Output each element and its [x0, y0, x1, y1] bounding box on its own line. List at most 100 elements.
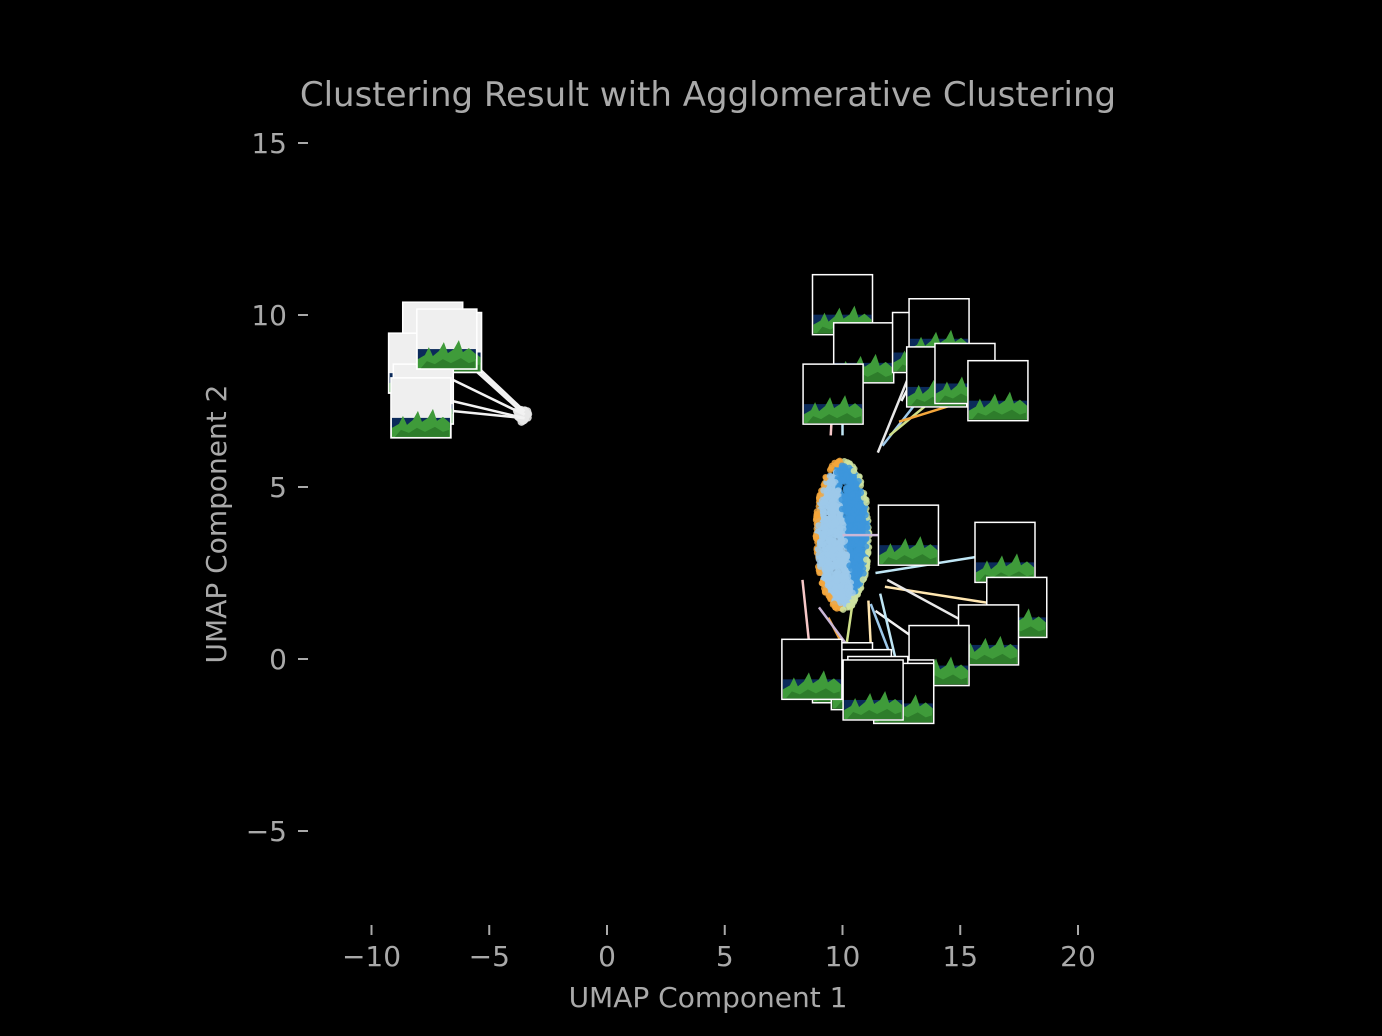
- x-tick-label: 20: [1060, 940, 1096, 973]
- data-point: [831, 546, 838, 553]
- data-point: [846, 478, 854, 486]
- data-point: [842, 555, 849, 562]
- data-point: [845, 505, 852, 512]
- x-tick-label: 10: [825, 940, 861, 973]
- data-point: [860, 494, 868, 501]
- data-point: [839, 518, 846, 525]
- data-point: [836, 544, 843, 551]
- data-point: [831, 600, 838, 607]
- data-point: [817, 539, 824, 546]
- y-tick-label: 5: [269, 471, 287, 504]
- thumbnail: [842, 659, 904, 721]
- data-point: [860, 506, 868, 514]
- data-point: [837, 599, 844, 607]
- data-point: [821, 587, 829, 595]
- data-point: [826, 544, 833, 551]
- x-tick-label: −5: [469, 940, 510, 973]
- y-tick-label: −5: [246, 815, 287, 848]
- thumbnail: [390, 377, 452, 439]
- data-point: [827, 565, 835, 572]
- x-axis-label: UMAP Component 1: [569, 981, 848, 1014]
- data-point: [828, 477, 835, 484]
- data-point: [836, 564, 844, 571]
- y-axis-ticks: −5 0 5 10 15: [246, 127, 308, 848]
- x-axis-ticks: −10 −5 0 5 10 15 20: [342, 925, 1096, 973]
- data-points: [512, 405, 873, 613]
- data-point: [865, 548, 872, 556]
- data-point: [852, 562, 859, 569]
- data-point: [863, 499, 870, 506]
- thumbnail: [416, 308, 478, 370]
- data-point: [818, 579, 826, 587]
- data-point: [845, 487, 852, 494]
- data-point: [821, 530, 828, 537]
- data-point: [813, 511, 821, 519]
- data-point: [812, 533, 820, 540]
- data-point: [859, 576, 867, 583]
- thumbnail: [781, 638, 843, 701]
- data-point: [827, 528, 835, 536]
- data-point: [841, 492, 848, 500]
- data-point: [817, 563, 824, 570]
- thumbnail: [967, 359, 1029, 422]
- data-point: [839, 606, 847, 613]
- data-point: [826, 581, 833, 589]
- data-point: [848, 540, 856, 547]
- data-point: [853, 480, 860, 488]
- chart-title: Clustering Result with Agglomerative Clu…: [300, 75, 1116, 115]
- data-point: [851, 583, 859, 590]
- x-tick-label: 15: [942, 940, 978, 973]
- data-point: [838, 476, 846, 484]
- data-point: [826, 593, 833, 601]
- data-point: [857, 562, 865, 570]
- data-point: [832, 520, 840, 528]
- data-point: [834, 487, 842, 494]
- data-point: [857, 568, 864, 575]
- data-point: [863, 556, 870, 563]
- data-point: [837, 583, 844, 591]
- thumbnail: [802, 363, 864, 425]
- data-point: [814, 528, 822, 535]
- data-point: [828, 464, 835, 472]
- data-point: [820, 524, 828, 532]
- data-point: [821, 574, 828, 582]
- y-tick-label: 15: [251, 127, 287, 160]
- data-point: [849, 589, 856, 597]
- data-point: [848, 602, 856, 609]
- y-tick-label: 10: [251, 299, 287, 332]
- data-point: [850, 467, 858, 475]
- data-point: [855, 546, 862, 553]
- data-point: [833, 577, 840, 584]
- thumbnail: [877, 504, 940, 566]
- data-point: [847, 583, 854, 591]
- x-tick-label: 0: [598, 940, 616, 973]
- thumbnail: [974, 521, 1036, 584]
- data-point: [830, 501, 837, 508]
- data-point: [826, 538, 833, 545]
- data-point: [844, 573, 852, 580]
- data-point: [836, 482, 843, 489]
- data-point: [816, 569, 823, 577]
- y-tick-label: 0: [269, 643, 287, 676]
- y-axis-label: UMAP Component 2: [200, 385, 233, 664]
- data-point: [829, 572, 836, 579]
- data-point: [842, 465, 849, 472]
- data-point: [821, 517, 828, 524]
- data-point: [853, 555, 861, 563]
- data-point: [857, 489, 865, 497]
- data-point: [841, 537, 849, 545]
- data-point: [846, 562, 853, 569]
- thumbnail-images: [387, 273, 1048, 725]
- data-point: [815, 551, 823, 558]
- data-point: [836, 514, 843, 521]
- data-point: [838, 505, 846, 513]
- data-point: [855, 515, 862, 522]
- data-point: [848, 515, 855, 523]
- x-tick-label: 5: [716, 940, 734, 973]
- data-point: [849, 491, 856, 498]
- data-point: [814, 546, 822, 553]
- data-point: [823, 488, 830, 495]
- data-point: [820, 499, 827, 506]
- data-point: [840, 525, 847, 533]
